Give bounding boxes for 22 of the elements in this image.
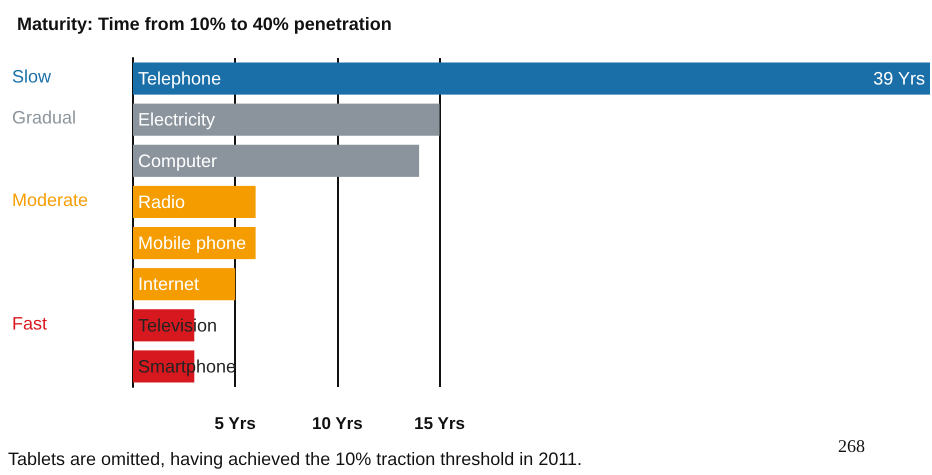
y-tick-label: Internet — [138, 274, 200, 294]
text: 268 — [838, 436, 865, 456]
text: Fast — [12, 313, 48, 334]
bar — [133, 104, 440, 136]
bar — [133, 144, 420, 177]
x-tick-label: 5 Yrs — [214, 414, 256, 433]
data-label: 39 Yrs — [873, 68, 925, 89]
y-tick-label: Telephone — [138, 68, 222, 89]
x-tick-label: 15 Yrs — [414, 414, 465, 433]
y-tick-label: Radio — [138, 192, 186, 212]
y-tick-label: Computer — [138, 150, 218, 171]
text: Gradual — [12, 108, 76, 128]
text: Slow — [12, 66, 52, 87]
bar — [133, 268, 236, 300]
bar — [133, 62, 930, 95]
y-tick-label: Electricity — [138, 110, 216, 130]
bar — [133, 186, 256, 218]
y-tick-label: Mobile phone — [138, 233, 246, 254]
text: Tablets are omitted, having achieved the 10% traction threshold in 2011. — [8, 449, 582, 469]
x-tick-label: 10 Yrs — [312, 414, 363, 433]
chart-title: Maturity: Time from 10% to 40% penetration — [17, 14, 392, 34]
text: Moderate — [12, 190, 88, 210]
